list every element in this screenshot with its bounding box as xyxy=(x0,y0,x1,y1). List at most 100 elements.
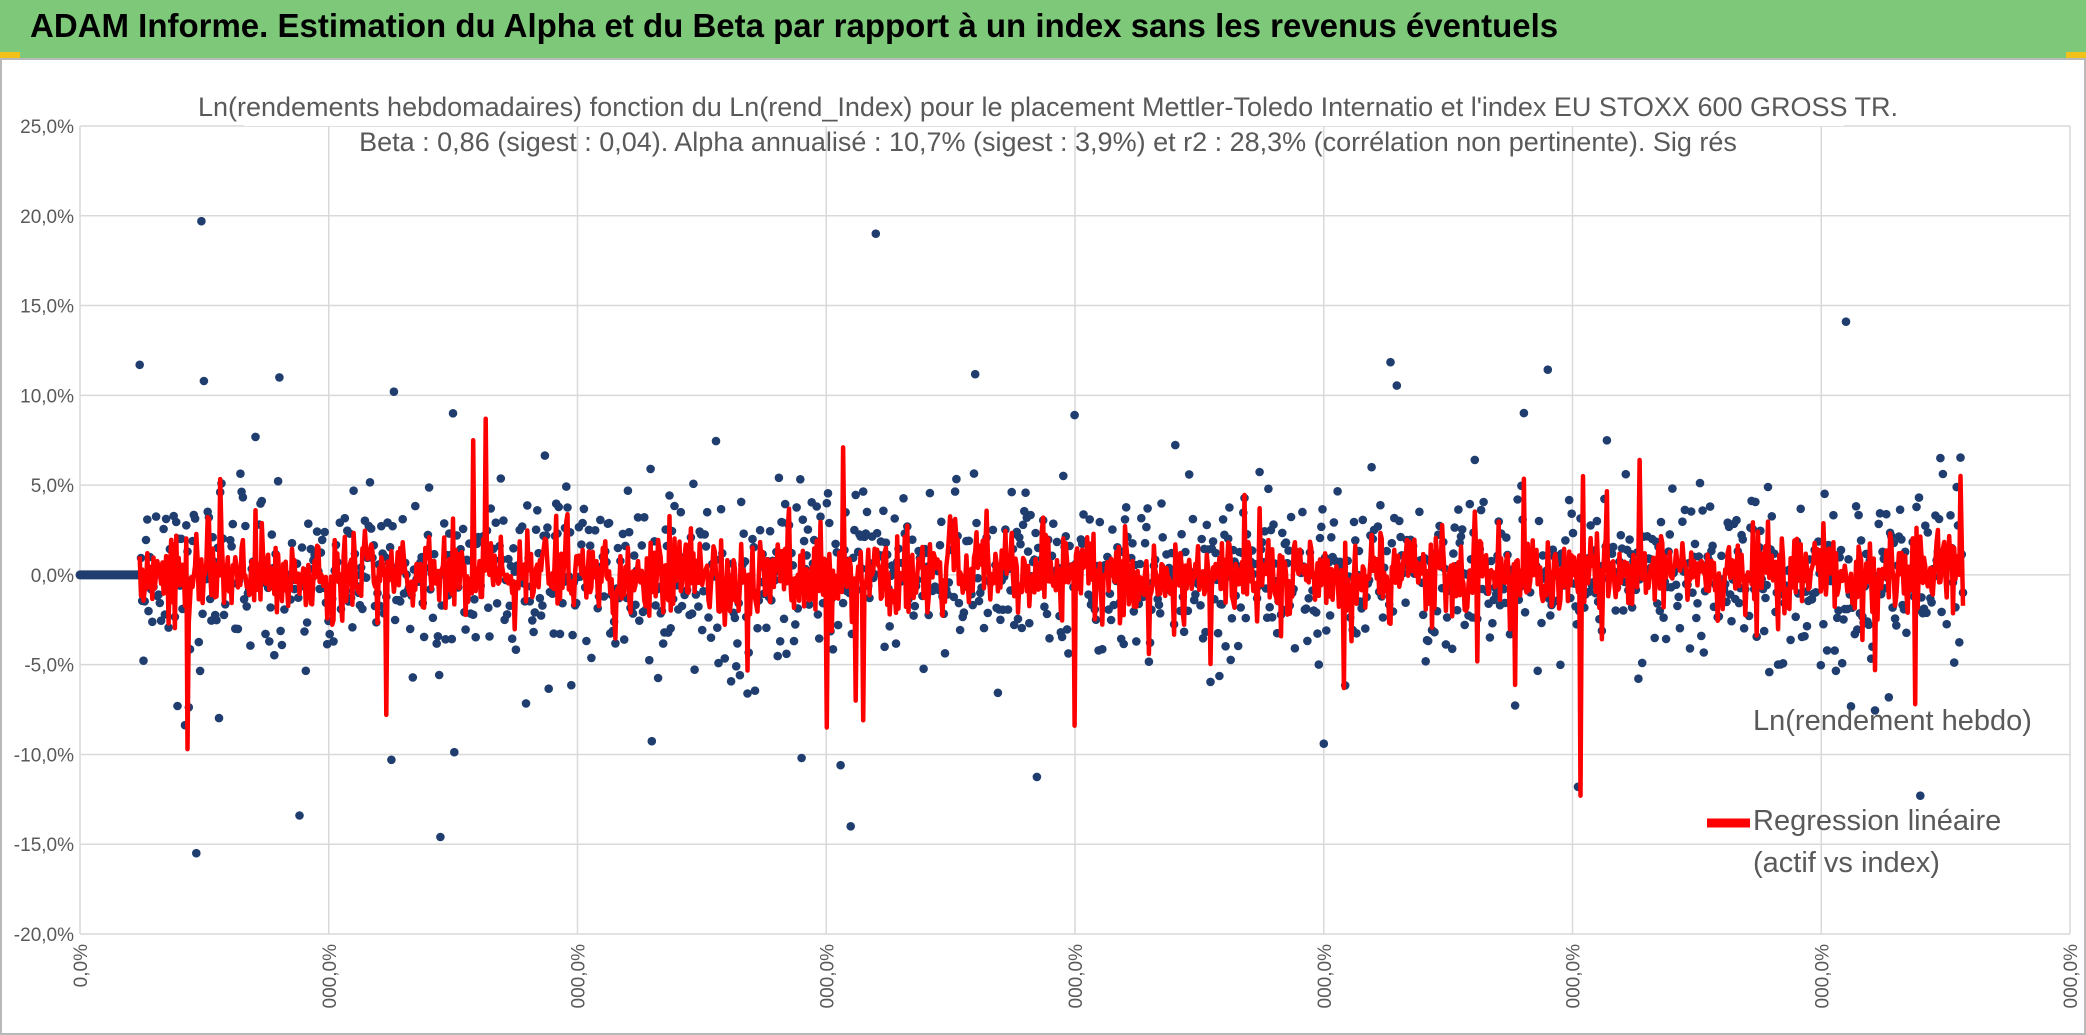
scatter-point xyxy=(720,654,730,663)
scatter-point xyxy=(1938,469,1948,479)
scatter-point xyxy=(908,535,917,544)
scatter-point xyxy=(791,620,800,629)
scatter-point xyxy=(429,549,439,559)
scatter-point xyxy=(1052,537,1062,547)
scatter-point xyxy=(653,673,663,683)
scatter-point xyxy=(993,688,1003,698)
scatter-point xyxy=(408,673,418,682)
scatter-point xyxy=(1017,623,1027,633)
scatter-point xyxy=(1923,528,1933,537)
scatter-point xyxy=(1586,521,1595,530)
scatter-point xyxy=(389,387,399,397)
scatter-point xyxy=(1897,535,1906,544)
scatter-point xyxy=(523,501,532,510)
scatter-point xyxy=(468,610,478,619)
scatter-point xyxy=(1442,613,1452,622)
scatter-point xyxy=(1213,628,1223,638)
scatter-point xyxy=(1191,590,1200,599)
scatter-point xyxy=(1021,488,1030,498)
scatter-point xyxy=(1884,693,1894,702)
scatter-point xyxy=(1016,539,1025,549)
scatter-point xyxy=(302,618,312,627)
scatter-point xyxy=(287,538,297,548)
scatter-point xyxy=(647,736,657,746)
legend-label-regression-line2: (actif vs index) xyxy=(1753,847,1940,879)
scatter-point xyxy=(1864,620,1873,630)
scatter-point xyxy=(1430,627,1439,637)
scatter-point xyxy=(584,525,594,535)
scatter-point xyxy=(1686,507,1696,516)
scatter-point xyxy=(959,608,969,617)
scatter-point xyxy=(1352,629,1361,638)
scatter-point xyxy=(1181,547,1190,557)
scatter-point xyxy=(504,554,513,564)
scatter-point xyxy=(1108,525,1117,534)
scatter-point xyxy=(528,616,537,625)
scatter-point xyxy=(1927,598,1936,607)
y-tick-label: 25,0% xyxy=(20,117,74,138)
corner-marker-top-left xyxy=(0,52,20,62)
scatter-point xyxy=(1460,620,1469,630)
scatter-point xyxy=(670,501,679,511)
scatter-point xyxy=(1208,537,1218,546)
scatter-point xyxy=(1674,592,1683,602)
y-tick-label: -10,0% xyxy=(14,745,74,766)
scatter-point xyxy=(1534,516,1544,526)
scatter-point xyxy=(304,519,313,528)
scatter-point xyxy=(182,521,191,530)
scatter-point xyxy=(144,606,153,616)
scatter-point xyxy=(694,602,703,611)
scatter-point xyxy=(1349,517,1359,527)
scatter-point xyxy=(1441,640,1451,649)
scatter-point xyxy=(1077,539,1087,549)
scatter-point xyxy=(1265,602,1274,612)
scatter-point xyxy=(798,515,808,524)
scatter-point xyxy=(1184,470,1194,479)
x-tick-label: 000,0% xyxy=(2061,944,2082,1009)
scatter-point xyxy=(983,608,993,618)
scatter-point xyxy=(774,473,784,483)
scatter-point xyxy=(890,514,899,523)
x-tick-label: 000,0% xyxy=(569,944,590,1009)
scatter-point xyxy=(1882,509,1891,519)
scatter-point xyxy=(748,534,757,544)
scatter-point xyxy=(507,634,517,643)
scatter-point xyxy=(348,623,357,632)
scatter-point xyxy=(1378,613,1388,622)
scatter-point xyxy=(1020,506,1029,516)
scatter-point xyxy=(1026,510,1035,520)
scatter-point xyxy=(716,504,726,514)
scatter-point xyxy=(154,590,163,599)
scatter-point xyxy=(1693,599,1702,608)
scatter-point xyxy=(470,595,479,604)
scatter-point xyxy=(491,518,501,527)
scatter-point xyxy=(1119,639,1128,649)
scatter-point xyxy=(241,521,250,531)
scatter-point xyxy=(1098,644,1107,654)
scatter-point xyxy=(1942,619,1951,629)
scatter-point xyxy=(1386,357,1395,367)
scatter-point xyxy=(1351,536,1360,545)
scatter-point xyxy=(1661,634,1671,644)
scatter-point xyxy=(349,486,358,496)
scatter-point xyxy=(1049,519,1058,528)
scatter-point xyxy=(775,637,785,646)
scatter-point xyxy=(1778,659,1788,668)
scatter-point xyxy=(377,521,386,531)
scatter-point xyxy=(1085,515,1094,524)
scatter-point xyxy=(533,506,542,515)
scatter-point xyxy=(1619,606,1628,615)
scatter-point xyxy=(1415,507,1424,517)
scatter-point xyxy=(1537,618,1546,628)
scatter-point xyxy=(701,542,711,551)
scatter-point xyxy=(1057,632,1067,642)
scatter-point xyxy=(1564,495,1574,505)
scatter-point xyxy=(1830,646,1839,655)
scatter-point xyxy=(1452,605,1462,615)
page-header: ADAM Informe. Estimation du Alpha et du … xyxy=(0,0,2086,58)
scatter-point xyxy=(814,634,824,643)
scatter-point xyxy=(139,656,148,665)
scatter-point xyxy=(1791,612,1800,622)
scatter-point xyxy=(1949,658,1959,667)
scatter-point xyxy=(233,624,243,634)
